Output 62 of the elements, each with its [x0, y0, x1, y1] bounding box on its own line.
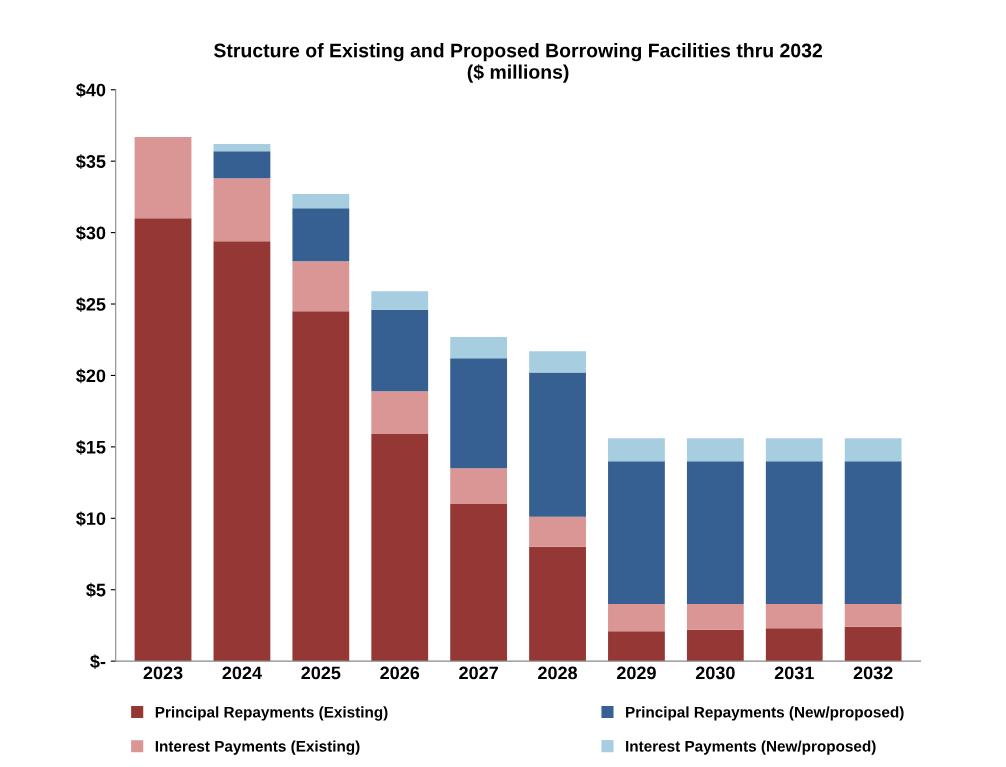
bar: [213, 241, 271, 662]
bar: [213, 178, 271, 242]
x-tick-label: 2023: [143, 666, 183, 680]
bar: [371, 291, 429, 310]
bar: [686, 438, 744, 462]
bar: [292, 311, 350, 662]
bar: [529, 516, 586, 547]
bar: [608, 604, 665, 632]
bar: [450, 336, 508, 359]
bar: [686, 604, 744, 630]
bar: [686, 461, 744, 605]
bar: [765, 461, 823, 605]
bar: [844, 438, 902, 462]
legend-label: Principal Repayments (New/proposed): [626, 706, 904, 721]
bar: [765, 438, 823, 462]
y-tick-label: $35: [76, 154, 106, 170]
x-tick-label: 2028: [538, 666, 578, 680]
y-tick-label: $30: [76, 225, 106, 241]
legend-label: Interest Payments (Existing): [155, 740, 360, 755]
bar: [765, 628, 823, 662]
bar: [213, 151, 271, 179]
y-tick-label: $-: [90, 654, 106, 670]
bar: [844, 461, 902, 605]
y-tick-label: $15: [76, 440, 106, 455]
bar: [529, 372, 586, 517]
y-tick-label: $25: [76, 297, 106, 312]
bar: [292, 194, 350, 209]
bar: [608, 438, 665, 462]
x-tick-label: 2024: [222, 666, 262, 680]
bar: [686, 629, 744, 662]
bar: [134, 218, 192, 662]
bar: [213, 144, 271, 152]
bar: [292, 261, 350, 312]
bar: [765, 604, 823, 629]
bar: [450, 358, 508, 469]
bar: [371, 434, 429, 662]
bar: [371, 391, 429, 435]
legend-label: Interest Payments (New/proposed): [626, 740, 876, 755]
bar: [450, 468, 508, 505]
x-tick-label: 2031: [774, 666, 814, 680]
x-tick-label: 2027: [459, 666, 498, 680]
bar: [608, 461, 665, 605]
x-tick-label: 2026: [380, 666, 420, 680]
bar: [529, 546, 586, 662]
bar: [134, 136, 192, 219]
bar: [450, 504, 508, 662]
y-tick-label: $10: [76, 511, 106, 527]
legend-label: Principal Repayments (Existing): [155, 706, 388, 721]
x-tick-label: 2025: [301, 666, 341, 680]
bar: [844, 604, 902, 627]
x-tick-label: 2029: [616, 666, 656, 680]
bar: [292, 208, 350, 262]
bar: [608, 631, 665, 662]
x-tick-label: 2030: [695, 666, 735, 680]
x-tick-label: 2032: [853, 666, 893, 680]
bar: [529, 351, 586, 373]
chart-title: Structure of Existing and Proposed Borrowing Facilities thru 2032 ($ millions): [213, 43, 823, 83]
y-tick-label: $5: [86, 582, 106, 598]
y-tick-label: $20: [76, 368, 106, 384]
bar: [844, 626, 902, 662]
bar: [371, 309, 429, 392]
y-tick-label: $40: [76, 82, 106, 98]
